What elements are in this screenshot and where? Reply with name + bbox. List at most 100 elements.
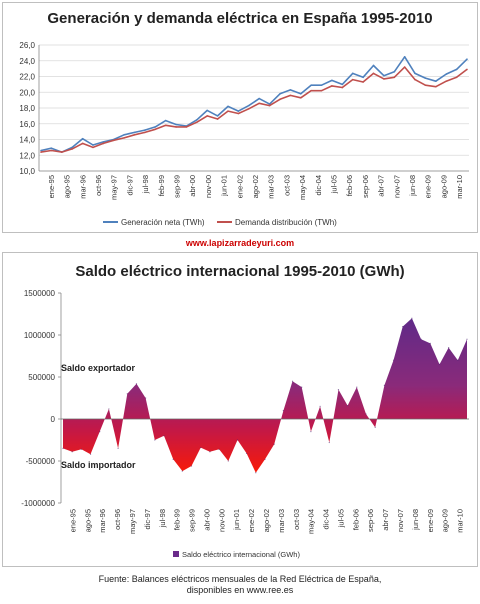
data-point <box>123 137 125 139</box>
data-point <box>402 326 404 328</box>
legend-label: Demanda distribución (TWh) <box>235 218 337 227</box>
data-point <box>429 342 431 344</box>
data-point <box>89 453 92 455</box>
data-point <box>424 77 427 79</box>
data-point <box>227 110 229 112</box>
legend-label: Saldo eléctrico internacional (GWh) <box>182 550 300 559</box>
data-point <box>133 133 136 136</box>
source-line-2: disponibles en www.ree.es <box>186 585 294 595</box>
data-point <box>448 347 450 349</box>
data-point <box>196 119 198 121</box>
y-tick-label: 14,0 <box>19 136 35 145</box>
data-point <box>92 146 94 149</box>
x-tick-label: oct-03 <box>282 175 291 196</box>
chart-title: Generación y demanda eléctrica en España… <box>47 10 433 27</box>
data-point <box>196 121 198 123</box>
data-point <box>102 142 105 145</box>
x-tick-label: feb-06 <box>345 175 354 196</box>
data-point <box>258 102 260 105</box>
data-point <box>216 115 219 117</box>
y-tick-label: 1500000 <box>24 289 56 298</box>
x-tick-label: nov-07 <box>392 175 401 198</box>
generation-demand-chart: 10,0 12,0 14,0 16,0 18,0 20,0 22,0 24,0 26,0 ene-… <box>19 41 469 227</box>
website-url[interactable]: www.lapizarradeyuri.com <box>185 238 295 248</box>
legend-label: Generación neta (TWh) <box>121 218 205 227</box>
data-point <box>133 131 136 134</box>
data-point <box>258 97 260 100</box>
data-point <box>291 380 294 382</box>
x-tick-label: may-04 <box>307 509 316 534</box>
data-point <box>383 78 385 80</box>
x-tick-label: jun-01 <box>232 509 241 531</box>
data-point <box>455 76 458 79</box>
data-point <box>206 109 209 112</box>
data-point <box>81 137 84 140</box>
legend-swatch <box>173 551 179 557</box>
x-tick-label: oct-96 <box>113 509 122 530</box>
data-point <box>248 104 250 107</box>
data-point <box>383 384 385 386</box>
data-point <box>320 89 323 92</box>
x-tick-label: sep-99 <box>188 509 197 532</box>
data-point <box>175 126 177 128</box>
x-tick-label: mar-03 <box>277 509 286 533</box>
x-tick-label: mar-96 <box>78 175 87 199</box>
y-tick-label: 500000 <box>28 373 55 382</box>
data-point <box>414 72 416 75</box>
data-point <box>200 446 202 449</box>
data-point <box>216 118 219 120</box>
data-point <box>237 110 240 112</box>
data-point <box>299 93 302 95</box>
data-point <box>435 80 437 83</box>
x-tick-label: mar-96 <box>98 509 107 533</box>
data-point <box>172 458 174 460</box>
data-point <box>356 386 358 388</box>
data-point <box>102 141 105 143</box>
x-tick-label: ene-02 <box>247 509 256 532</box>
data-point <box>319 405 321 407</box>
x-tick-label: nov-00 <box>217 509 226 532</box>
data-point <box>164 119 167 122</box>
data-point <box>190 465 193 467</box>
data-point <box>144 129 146 131</box>
data-point <box>289 94 292 97</box>
x-tick-label: jul-05 <box>330 175 339 194</box>
x-tick-label: ene-09 <box>424 175 433 198</box>
data-point <box>351 72 354 75</box>
x-tick-label: ago-09 <box>439 175 448 198</box>
x-tick-label: ene-09 <box>426 509 435 532</box>
x-tick-label: abr-07 <box>381 509 390 531</box>
y-tick-label: 0 <box>51 415 56 424</box>
data-point <box>414 78 416 81</box>
x-tick-label: feb-99 <box>157 175 166 196</box>
data-point <box>372 64 375 67</box>
chart-title: Saldo eléctrico internacional 1995-2010 … <box>75 263 405 280</box>
data-point <box>209 451 211 453</box>
data-point <box>185 126 188 128</box>
data-point <box>403 56 406 58</box>
data-point <box>175 123 177 126</box>
data-point <box>255 472 257 474</box>
y-tick-label: 10,0 <box>19 167 35 176</box>
data-point <box>289 89 292 91</box>
data-point <box>466 68 468 71</box>
y-tick-label: 16,0 <box>19 120 35 129</box>
data-point <box>310 89 312 92</box>
data-point <box>347 404 349 407</box>
x-tick-label: sep-06 <box>366 509 375 532</box>
y-tick-label: 18,0 <box>19 104 35 113</box>
x-tick-label: mar-10 <box>456 509 465 533</box>
annotation-import: Saldo importador <box>61 460 136 470</box>
data-point <box>62 447 64 449</box>
x-tick-label: ene-02 <box>235 175 244 198</box>
x-tick-label: ene-95 <box>47 175 56 198</box>
data-point <box>236 439 239 441</box>
data-point <box>71 451 73 453</box>
data-point <box>92 144 94 146</box>
x-tick-label: nov-00 <box>204 175 213 198</box>
data-point <box>435 85 437 88</box>
data-point <box>466 58 468 60</box>
x-tick-label: abr-07 <box>377 175 386 197</box>
data-point <box>445 73 448 75</box>
x-tick-label: jul-98 <box>141 175 150 194</box>
